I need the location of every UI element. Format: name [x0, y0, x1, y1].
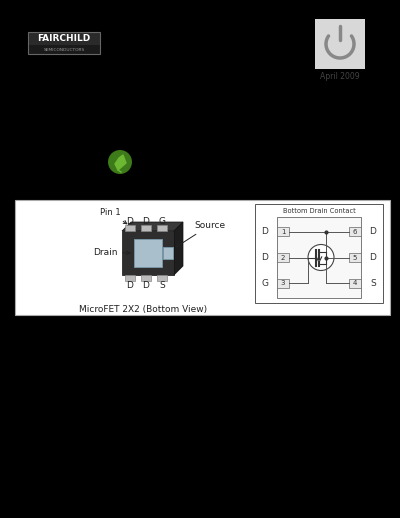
Bar — [277, 227, 289, 236]
Text: S: S — [370, 279, 376, 288]
Bar — [141, 275, 151, 281]
Bar — [163, 247, 173, 259]
Text: FAIRCHILD: FAIRCHILD — [37, 34, 91, 43]
Circle shape — [108, 150, 132, 174]
Text: G: G — [158, 217, 166, 225]
Text: 1: 1 — [281, 228, 285, 235]
Bar — [277, 253, 289, 262]
Text: D: D — [262, 227, 268, 236]
Bar — [28, 32, 100, 45]
Text: Pin 1: Pin 1 — [100, 208, 127, 224]
Bar — [349, 279, 361, 288]
Bar — [134, 239, 162, 267]
Bar — [15, 200, 390, 315]
Text: D: D — [370, 227, 376, 236]
Text: Drain: Drain — [93, 248, 130, 257]
Bar — [277, 217, 361, 298]
Bar — [28, 32, 100, 54]
Bar — [255, 204, 383, 303]
Bar — [125, 275, 135, 281]
Text: 6: 6 — [353, 228, 357, 235]
Text: April 2009: April 2009 — [320, 71, 360, 80]
Text: D: D — [142, 281, 150, 290]
Text: D: D — [142, 217, 150, 225]
Text: Source: Source — [176, 221, 225, 247]
Text: G: G — [262, 279, 268, 288]
Text: 4: 4 — [353, 280, 357, 286]
Bar — [157, 225, 167, 231]
Bar — [141, 225, 151, 231]
Bar — [349, 253, 361, 262]
Text: D: D — [126, 217, 134, 225]
Polygon shape — [122, 231, 174, 275]
Bar — [125, 225, 135, 231]
Text: D: D — [370, 253, 376, 262]
Polygon shape — [115, 155, 126, 170]
Text: 5: 5 — [353, 254, 357, 261]
Text: S: S — [159, 281, 165, 290]
Bar — [315, 19, 365, 69]
Polygon shape — [122, 222, 183, 231]
Text: D: D — [126, 281, 134, 290]
Bar — [28, 32, 100, 54]
Polygon shape — [174, 222, 183, 275]
Text: D: D — [262, 253, 268, 262]
Text: 2: 2 — [281, 254, 285, 261]
Text: MicroFET 2X2 (Bottom View): MicroFET 2X2 (Bottom View) — [79, 305, 207, 313]
Circle shape — [308, 244, 334, 270]
Bar — [277, 279, 289, 288]
Bar — [157, 275, 167, 281]
Text: SEMICONDUCTORS: SEMICONDUCTORS — [43, 48, 85, 51]
Text: Bottom Drain Contact: Bottom Drain Contact — [283, 208, 355, 214]
Text: 3: 3 — [281, 280, 285, 286]
Bar — [349, 227, 361, 236]
